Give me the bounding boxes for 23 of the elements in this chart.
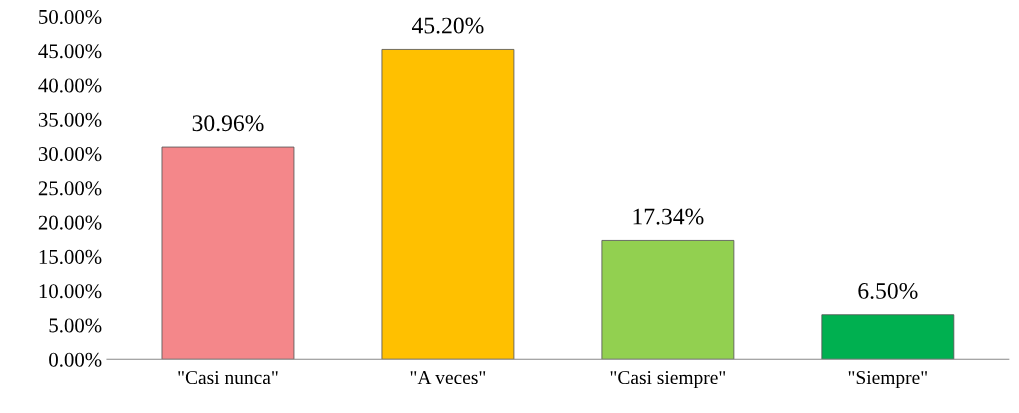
y-tick-label: 40.00% [38, 78, 102, 93]
x-tick-label: "Casi nunca" [178, 371, 278, 385]
bar [821, 314, 955, 360]
y-tick-label: 5.00% [49, 318, 102, 333]
y-tick-label: 15.00% [39, 249, 102, 264]
x-tick-label: "A veces" [410, 371, 486, 385]
y-tick-label: 45.00% [38, 44, 102, 59]
y-tick-label: 20.00% [38, 215, 102, 230]
x-tick-label: "Casi siempre" [610, 371, 726, 389]
bar [381, 49, 515, 360]
bar [161, 146, 295, 360]
y-tick-label: 30.00% [38, 147, 102, 162]
data-label: 17.34% [633, 208, 704, 225]
y-tick-label: 35.00% [38, 112, 102, 127]
data-label: 45.20% [411, 17, 484, 34]
y-tick-label: 50.00% [39, 9, 102, 25]
x-tick-label: "Siempre" [848, 371, 927, 389]
data-label: 30.96% [192, 115, 264, 132]
data-label: 6.50% [858, 282, 918, 299]
y-tick-label: 10.00% [39, 284, 102, 299]
y-tick-label: 25.00% [38, 181, 102, 196]
y-tick-label: 0.00% [49, 352, 102, 367]
bar [601, 240, 735, 360]
